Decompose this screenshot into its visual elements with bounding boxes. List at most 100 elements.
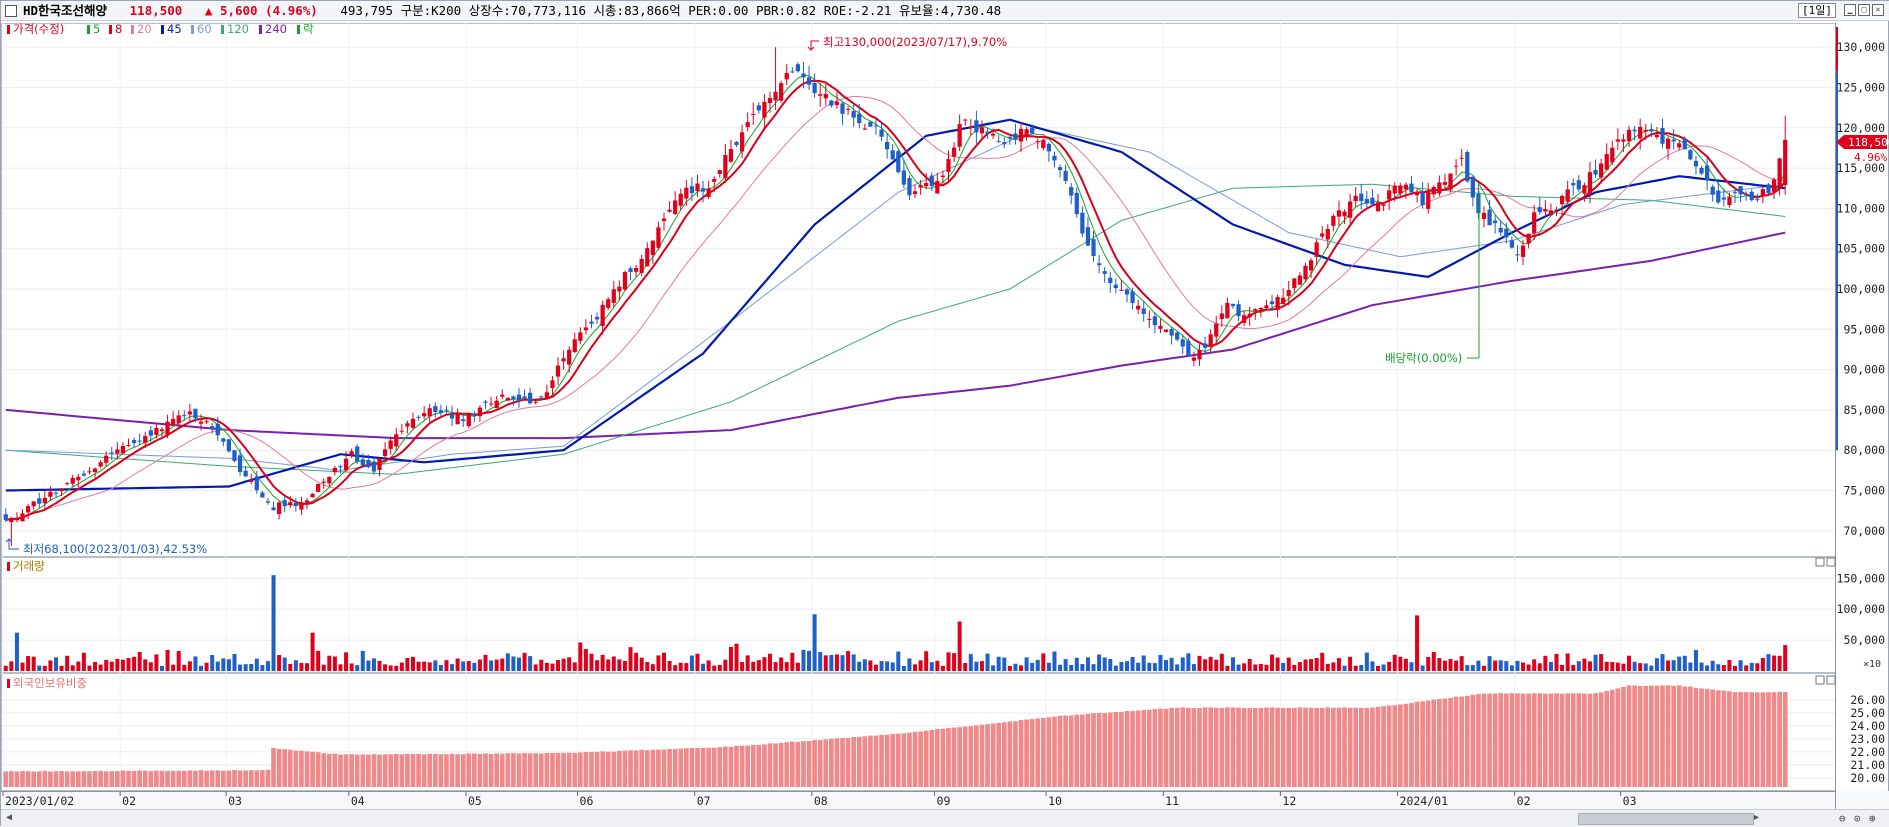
volume-bar: [143, 659, 148, 671]
minimize-icon[interactable]: ▁: [1844, 4, 1856, 16]
volume-bar: [1314, 658, 1319, 671]
volume-bar: [1716, 664, 1721, 671]
foreign-panel-close-icon[interactable]: [1826, 675, 1836, 685]
volume-bar: [1682, 655, 1687, 671]
volume-bar: [1152, 663, 1157, 671]
foreign-bar: [1615, 688, 1621, 787]
foreign-bar: [1576, 693, 1582, 787]
time-scrollbar[interactable]: ◀ ▶ ⊖ ⊙ ⊕: [1, 809, 1889, 827]
volume-bar: [1375, 665, 1381, 671]
foreign-bar: [1459, 696, 1465, 787]
candle-body: [109, 452, 114, 454]
candle-body: [438, 410, 444, 413]
foreign-bar: [427, 753, 433, 787]
legend-ma-label[interactable]: 20: [137, 22, 152, 36]
volume-panel-minimize-icon[interactable]: [1815, 557, 1825, 567]
candle-body: [1437, 182, 1442, 194]
volume-bar: [199, 665, 204, 671]
candle-body: [427, 408, 432, 417]
volume-title[interactable]: 거래량: [13, 559, 45, 573]
candle-body: [81, 473, 87, 476]
foreign-bar: [1219, 707, 1225, 787]
volume-bar: [1225, 665, 1230, 671]
candle-body: [399, 430, 404, 432]
scroll-left-icon[interactable]: ◀: [6, 812, 13, 823]
legend-ma-label[interactable]: 45: [167, 22, 182, 36]
candle-body: [1682, 139, 1687, 149]
legend-ma-label[interactable]: 8: [115, 22, 122, 36]
foreign-bar: [1582, 693, 1587, 787]
volume-bar: [455, 658, 460, 671]
candle-body: [483, 401, 488, 403]
candle-body: [1208, 334, 1213, 347]
candle-body: [1247, 313, 1252, 318]
volume-bar: [868, 660, 873, 671]
ma120-line: [5, 183, 1786, 475]
volume-bar: [1677, 656, 1682, 671]
foreign-bar: [617, 750, 622, 787]
candle-body: [327, 476, 332, 484]
foreign-bar: [689, 747, 695, 787]
scroll-thumb[interactable]: [1578, 813, 1754, 825]
candle-body: [198, 421, 204, 424]
foreign-title[interactable]: 외국인보유비중: [13, 676, 87, 690]
legend-ma-label[interactable]: 240: [265, 22, 287, 36]
legend-ma-label[interactable]: 60: [197, 22, 212, 36]
candle-body: [193, 408, 198, 419]
volume-bar: [706, 660, 711, 671]
candle-body: [511, 396, 516, 400]
legend-ma-label[interactable]: 120: [227, 22, 249, 36]
volume-bar: [734, 643, 739, 671]
candle-body: [567, 349, 572, 365]
volume-bar: [1370, 661, 1375, 671]
candle-body: [673, 200, 678, 215]
legend-price-label[interactable]: 가격(수정): [13, 22, 64, 36]
legend-ma-label[interactable]: 락: [303, 22, 314, 36]
candle-body: [985, 131, 990, 134]
candle-body: [594, 316, 600, 320]
volume-bar: [1175, 664, 1180, 671]
foreign-panel-minimize-icon[interactable]: [1815, 675, 1825, 685]
legend-ma-label[interactable]: 5: [93, 22, 100, 36]
volume-bar: [1688, 662, 1693, 671]
foreign-bar: [1414, 701, 1420, 787]
close-icon[interactable]: ×: [1872, 4, 1884, 16]
candle-body: [667, 209, 672, 212]
volume-bar: [42, 665, 47, 671]
volume-bar: [1593, 654, 1598, 671]
candle-body: [1353, 195, 1358, 202]
candle-body: [1777, 158, 1782, 188]
volume-bar: [567, 657, 572, 671]
foreign-bar: [1520, 693, 1526, 787]
maximize-icon[interactable]: □: [1858, 4, 1870, 16]
candle-body: [840, 103, 845, 114]
candle-body: [1275, 297, 1280, 310]
chart-canvas[interactable]: 70,000 75,000 80,000 85,000 90,000 95,000 100,…: [1, 1, 1889, 809]
candle-body: [3, 514, 8, 521]
volume-bar: [37, 665, 42, 671]
volume-bar: [1565, 653, 1570, 671]
foreign-bar: [321, 753, 327, 787]
candle-body: [890, 150, 895, 160]
scroll-right-icon[interactable]: ▶: [1753, 812, 1760, 823]
volume-bar: [70, 665, 75, 671]
candle-body: [734, 141, 739, 146]
select-checkbox[interactable]: [5, 5, 17, 17]
legend-price-swatch: [7, 25, 10, 34]
foreign-bar: [1024, 719, 1029, 787]
volume-bar: [639, 657, 644, 671]
candle-body: [1760, 189, 1766, 197]
volume-panel-close-icon[interactable]: [1826, 557, 1836, 567]
foreign-bar: [1598, 692, 1604, 787]
zoom-in-icon[interactable]: ⊕: [1869, 812, 1876, 825]
candle-body: [1465, 152, 1470, 182]
foreign-bar: [1515, 693, 1520, 787]
volume-bar: [450, 664, 455, 671]
legend-ma-swatch: [297, 25, 300, 34]
zoom-out-icon[interactable]: ⊖: [1839, 812, 1846, 825]
volume-bar: [243, 664, 248, 671]
volume-bar: [472, 662, 477, 671]
volume-bar: [890, 662, 895, 671]
period-selector[interactable]: [1일]: [1798, 3, 1836, 18]
zoom-reset-icon[interactable]: ⊙: [1854, 812, 1861, 825]
